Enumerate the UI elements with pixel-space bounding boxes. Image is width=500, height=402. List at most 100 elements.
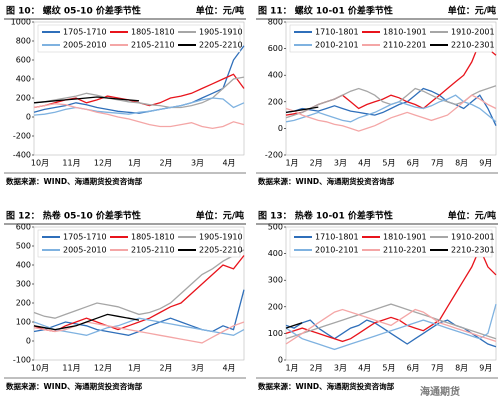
source-note: 数据来源：WIND、海通期货投资咨询部 xyxy=(6,176,143,186)
series-line xyxy=(285,94,497,123)
series-line xyxy=(33,249,245,319)
source-note: 数据来源：WIND、海通期货投资咨询部 xyxy=(258,176,395,186)
y-tick-label: 500 xyxy=(268,223,283,232)
y-tick-label: 0 xyxy=(278,124,283,133)
unit-label: 单位：元/吨 xyxy=(448,210,496,222)
y-tick-label: -200 xyxy=(265,151,283,160)
y-tick-label: -200 xyxy=(13,132,31,141)
series-line xyxy=(33,321,245,344)
y-tick-label: 400 xyxy=(268,71,283,80)
legend-label: 1905-1910 xyxy=(199,233,243,242)
x-tick-label: 2月 xyxy=(159,159,172,168)
legend-box xyxy=(37,24,241,53)
y-tick-label: -100 xyxy=(13,356,31,365)
series-line xyxy=(285,106,319,114)
x-tick-label: 4月 xyxy=(358,364,371,373)
x-tick-label: 5月 xyxy=(382,159,395,168)
y-tick-label: 600 xyxy=(16,223,31,232)
y-tick-label: 500 xyxy=(16,242,31,251)
legend-label: 2105-2110 xyxy=(131,246,175,255)
x-tick-label: 7月 xyxy=(431,364,444,373)
legend-label: 2005-2010 xyxy=(63,246,107,255)
series-line xyxy=(285,87,497,126)
x-tick-label: 4月 xyxy=(222,159,235,168)
x-tick-label: 3月 xyxy=(191,159,204,168)
legend-box xyxy=(37,229,241,258)
legend-label: 2010-2101 xyxy=(315,41,359,50)
series-line xyxy=(33,96,140,104)
x-tick-label: 4月 xyxy=(358,159,371,168)
series-line xyxy=(33,255,245,333)
y-tick-label: 100 xyxy=(268,329,283,338)
chart-title: 图 10： 螺纹 05-10 价差季节性 xyxy=(6,5,141,17)
series-line xyxy=(285,303,497,351)
source-note: 数据来源：WIND、海通期货投资咨询部 xyxy=(258,381,395,391)
legend-label: 2205-2210 xyxy=(199,246,243,255)
legend-label: 1805-1810 xyxy=(131,28,175,37)
series-line xyxy=(285,303,497,340)
series-line xyxy=(33,103,245,130)
y-tick-label: 400 xyxy=(268,249,283,258)
x-tick-label: 1月 xyxy=(285,159,298,168)
series-line xyxy=(33,97,245,116)
legend-label: 2105-2110 xyxy=(131,41,175,50)
x-tick-label: 8月 xyxy=(455,364,468,373)
plot-frame xyxy=(285,226,497,361)
y-tick-label: 1000 xyxy=(11,18,31,27)
unit-label: 单位：元/吨 xyxy=(196,5,244,17)
x-tick-label: 3月 xyxy=(334,159,347,168)
x-tick-label: 8月 xyxy=(455,159,468,168)
legend-box xyxy=(289,24,493,53)
x-tick-label: 7月 xyxy=(431,159,444,168)
legend-label: 2110-2201 xyxy=(383,246,427,255)
series-line xyxy=(285,308,497,345)
legend-label: 1910-2001 xyxy=(451,233,495,242)
x-tick-label: 6月 xyxy=(407,159,420,168)
y-tick-label: 0 xyxy=(26,337,31,346)
x-tick-label: 10月 xyxy=(31,364,49,373)
legend-label: 1910-2001 xyxy=(451,28,495,37)
series-line xyxy=(33,289,245,336)
chart-title: 图 11： 螺纹 10-01 价差季节性 xyxy=(258,5,393,17)
legend-label: 2210-2301 xyxy=(451,41,495,50)
x-tick-label: 2月 xyxy=(310,364,323,373)
y-tick-label: 600 xyxy=(268,44,283,53)
unit-label: 单位：元/吨 xyxy=(448,5,496,17)
legend-label: 2210-2301 xyxy=(451,246,495,255)
legend-label: 1705-1710 xyxy=(63,233,107,242)
series-line xyxy=(33,76,245,109)
series-line xyxy=(33,317,245,336)
series-line xyxy=(285,322,303,329)
x-tick-label: 2月 xyxy=(159,364,172,373)
x-tick-label: 9月 xyxy=(479,159,492,168)
legend-box xyxy=(289,229,493,258)
x-tick-label: 1月 xyxy=(128,159,141,168)
y-tick-label: 200 xyxy=(16,299,31,308)
watermark: 海通期货 xyxy=(420,385,460,398)
y-tick-label: 300 xyxy=(268,276,283,285)
legend-label: 1810-1901 xyxy=(383,28,427,37)
y-tick-label: 100 xyxy=(16,318,31,327)
legend-label: 2010-2101 xyxy=(315,246,359,255)
series-line xyxy=(285,94,497,132)
x-tick-label: 3月 xyxy=(334,364,347,373)
x-tick-label: 1月 xyxy=(128,364,141,373)
x-tick-label: 12月 xyxy=(94,364,112,373)
y-tick-label: 200 xyxy=(16,94,31,103)
y-tick-label: 0 xyxy=(278,356,283,365)
legend-label: 2110-2201 xyxy=(383,41,427,50)
x-tick-label: 11月 xyxy=(62,364,80,373)
plot-frame xyxy=(33,226,245,361)
x-tick-label: 10月 xyxy=(31,159,49,168)
series-line xyxy=(33,313,140,331)
chart-title: 图 13： 热卷 10-01 价差季节性 xyxy=(258,210,393,222)
y-tick-label: 800 xyxy=(268,18,283,27)
legend-label: 1710-1801 xyxy=(315,28,359,37)
legend-label: 1805-1810 xyxy=(131,233,175,242)
y-tick-label: 300 xyxy=(16,280,31,289)
x-tick-label: 5月 xyxy=(382,364,395,373)
x-tick-label: 11月 xyxy=(62,159,80,168)
y-tick-label: -400 xyxy=(13,151,31,160)
x-tick-label: 4月 xyxy=(222,364,235,373)
